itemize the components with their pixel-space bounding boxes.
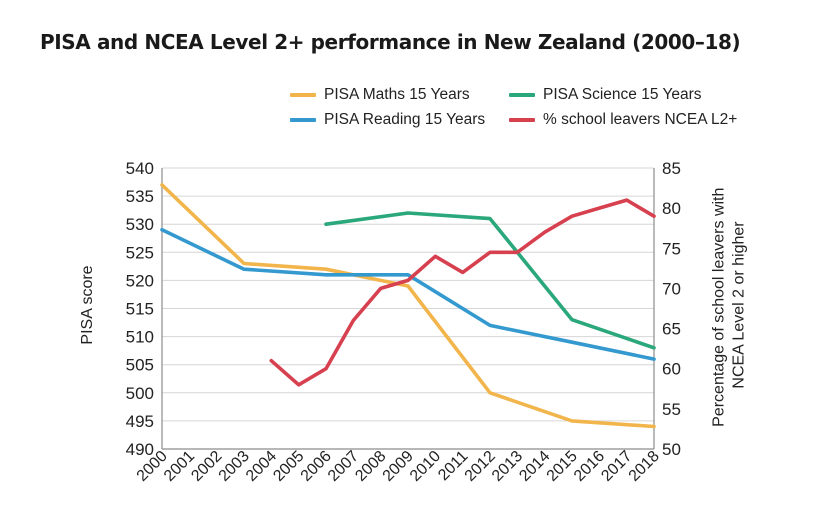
y-left-tick-label: 505 — [126, 356, 154, 375]
legend-swatch-ncea — [509, 118, 535, 122]
series-line-3 — [324, 211, 656, 350]
y-right-tick-label: 50 — [662, 440, 681, 459]
y-left-tick-label: 490 — [126, 440, 154, 459]
x-tick-label: 2010 — [407, 448, 444, 485]
legend-item-science: PISA Science 15 Years — [509, 86, 702, 104]
x-tick-label: 2015 — [544, 448, 581, 485]
y-left-tick-label: 515 — [126, 300, 154, 319]
chart-title: PISA and NCEA Level 2+ performance in Ne… — [40, 30, 741, 54]
y-right-tick-label: 65 — [662, 320, 681, 339]
y-right-tick-label: 85 — [662, 159, 681, 178]
y-right-tick-label: 80 — [662, 199, 681, 218]
x-tick-label: 2017 — [598, 448, 635, 485]
y-left-tick-label: 525 — [126, 243, 154, 262]
x-tick-label: 2013 — [489, 448, 526, 485]
legend-swatch-reading — [290, 118, 316, 122]
series-line-1 — [160, 183, 656, 429]
x-tick-label: 2004 — [243, 448, 280, 485]
y-right-tick-label: 75 — [662, 239, 681, 258]
grid-layer — [161, 167, 655, 450]
y-axis-right-label: Percentage of school leavers with NCEA L… — [710, 183, 747, 427]
legend-label-science: PISA Science 15 Years — [543, 86, 702, 103]
y-left-tick-label: 520 — [126, 271, 154, 290]
y-axis-right-label-line-2: NCEA Level 2 or higher — [730, 221, 747, 389]
x-tick-label: 2003 — [216, 448, 253, 485]
y-axis-left-label: PISA score — [79, 265, 96, 344]
series-line-4 — [269, 198, 656, 387]
y-left-tick-label: 500 — [126, 384, 154, 403]
legend-swatch-science — [509, 93, 535, 97]
y-left-tick-label: 540 — [126, 159, 154, 178]
x-tick-label: 2007 — [325, 448, 362, 485]
y-left-tick-label: 495 — [126, 412, 154, 431]
x-tick-label: 2016 — [571, 448, 608, 485]
legend-label-reading: PISA Reading 15 Years — [324, 111, 486, 128]
legend-label-maths: PISA Maths 15 Years — [324, 86, 470, 103]
legend-swatch-maths — [290, 93, 316, 97]
y-right-tick-label: 70 — [662, 279, 681, 298]
legend-item-ncea: % school leavers NCEA L2+ — [509, 111, 737, 129]
x-tick-label: 2008 — [352, 448, 389, 485]
y-left-tick-label: 535 — [126, 187, 154, 206]
series-line-2 — [160, 228, 656, 361]
x-tick-label: 2001 — [161, 448, 198, 485]
y-left-tick-label: 530 — [126, 215, 154, 234]
x-tick-label: 2018 — [626, 448, 663, 485]
x-tick-label: 2009 — [380, 448, 417, 485]
x-tick-label: 2002 — [188, 448, 225, 485]
legend-label-ncea: % school leavers NCEA L2+ — [543, 111, 738, 128]
legend-item-reading: PISA Reading 15 Years — [290, 111, 485, 129]
x-tick-label: 2014 — [516, 448, 553, 485]
legend-item-maths: PISA Maths 15 Years — [290, 86, 470, 104]
x-tick-label: 2006 — [298, 448, 335, 485]
y-axis-right-label-line-1: Percentage of school leavers with — [710, 188, 727, 427]
series-layer — [160, 183, 656, 429]
y-right-tick-label: 60 — [662, 360, 681, 379]
x-tick-label: 2005 — [270, 448, 307, 485]
y-left-tick-label: 510 — [126, 328, 154, 347]
x-tick-label: 2012 — [462, 448, 499, 485]
y-right-tick-label: 55 — [662, 400, 681, 419]
